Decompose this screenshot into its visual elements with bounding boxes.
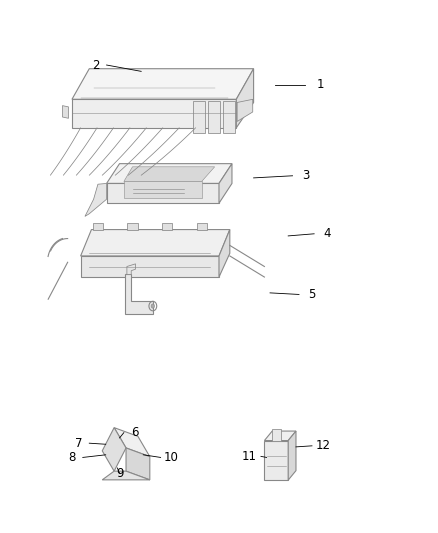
Text: 7: 7 <box>75 437 82 450</box>
Polygon shape <box>272 429 281 441</box>
Polygon shape <box>208 101 220 133</box>
Text: 5: 5 <box>308 288 316 301</box>
Polygon shape <box>106 183 219 203</box>
Text: 4: 4 <box>323 227 331 240</box>
Polygon shape <box>106 164 232 183</box>
Polygon shape <box>219 230 230 277</box>
Text: 1: 1 <box>317 78 325 91</box>
Polygon shape <box>81 230 230 256</box>
Polygon shape <box>265 431 296 441</box>
Text: 11: 11 <box>242 450 257 463</box>
Polygon shape <box>219 164 232 203</box>
Text: 8: 8 <box>68 451 76 464</box>
Polygon shape <box>162 223 172 230</box>
Text: 9: 9 <box>116 467 123 480</box>
Polygon shape <box>102 471 150 480</box>
Polygon shape <box>124 181 202 198</box>
Text: 12: 12 <box>315 439 330 453</box>
Polygon shape <box>124 167 215 181</box>
Polygon shape <box>265 441 288 480</box>
Polygon shape <box>81 256 219 277</box>
Polygon shape <box>72 69 254 99</box>
Polygon shape <box>72 99 236 128</box>
Polygon shape <box>193 101 205 133</box>
Text: 10: 10 <box>164 451 179 464</box>
Polygon shape <box>93 223 103 230</box>
Polygon shape <box>236 69 254 128</box>
Polygon shape <box>63 106 68 118</box>
Polygon shape <box>197 223 207 230</box>
Circle shape <box>151 304 155 308</box>
Polygon shape <box>114 427 150 457</box>
Polygon shape <box>125 274 153 314</box>
Text: 2: 2 <box>92 59 99 71</box>
Text: 6: 6 <box>131 426 138 439</box>
Polygon shape <box>102 427 126 471</box>
Polygon shape <box>127 223 138 230</box>
Polygon shape <box>127 264 135 274</box>
Polygon shape <box>126 448 150 480</box>
Polygon shape <box>85 183 106 216</box>
Polygon shape <box>237 99 253 122</box>
Polygon shape <box>223 101 236 133</box>
Text: 3: 3 <box>302 169 309 182</box>
Polygon shape <box>288 431 296 480</box>
